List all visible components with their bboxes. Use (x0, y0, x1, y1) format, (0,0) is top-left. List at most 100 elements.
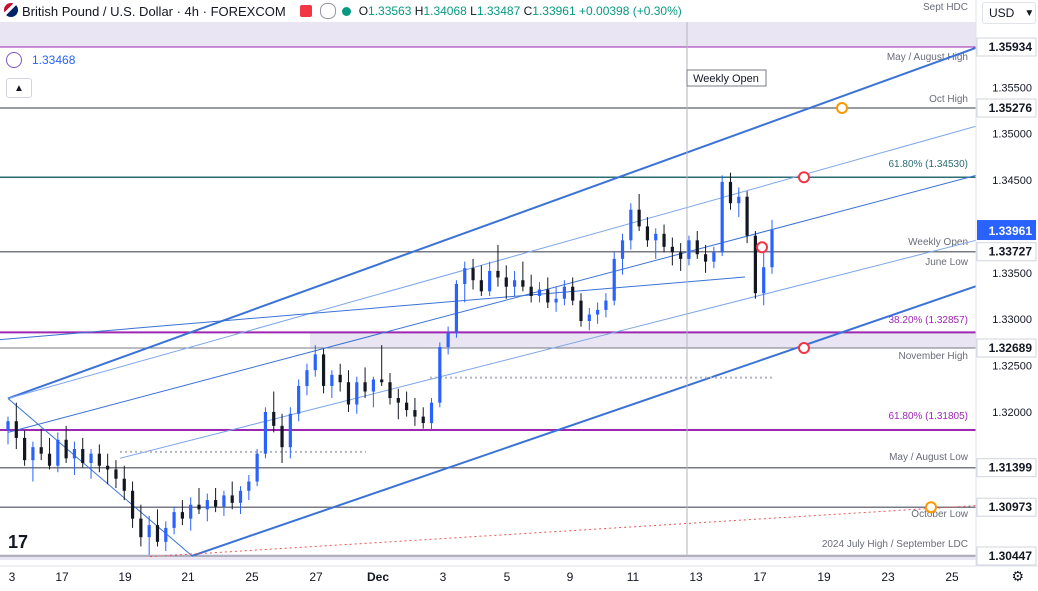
candle-body (737, 196, 741, 204)
level-label: May / August Low (889, 452, 969, 463)
candle (596, 302, 600, 324)
candle-body (429, 402, 434, 424)
candle (122, 465, 126, 501)
candle-body (305, 370, 309, 386)
candle (230, 481, 234, 510)
candle (471, 258, 475, 290)
candle-body (753, 235, 757, 294)
candle-body (172, 512, 176, 528)
candle-body (446, 333, 450, 348)
price-axis-label: 1.30447 (976, 546, 1037, 566)
level-label: 61.80% (1.34530) (888, 159, 968, 170)
candle-body (363, 382, 367, 392)
candle-body (546, 289, 550, 303)
high-value: 1.34068 (423, 4, 467, 18)
candle (479, 265, 483, 296)
november-high-band (310, 332, 976, 349)
candle (620, 233, 625, 275)
median-upper-line (7, 125, 977, 399)
candle (355, 376, 359, 414)
x-tick-label: 11 (627, 570, 640, 584)
candle-body (6, 421, 10, 431)
symbol-title[interactable]: British Pound / U.S. Dollar · 4h · FOREX… (22, 3, 286, 19)
candle-body (670, 246, 674, 253)
level-label: 61.80% (1.31805) (888, 411, 968, 422)
x-tick-label: 3 (440, 570, 447, 584)
candle (745, 191, 749, 244)
candle (47, 437, 52, 470)
candle-body (297, 385, 301, 414)
candle-body (504, 277, 508, 287)
candle-body (31, 447, 35, 461)
candle-body (728, 181, 733, 204)
candle (587, 308, 591, 331)
candle (496, 244, 500, 287)
candle (504, 265, 508, 299)
candle-body (421, 416, 425, 424)
chevron-down-icon: ▼ (1024, 7, 1035, 19)
candle-body (330, 374, 334, 386)
level-label: June Low (925, 257, 969, 268)
candle-body (147, 525, 151, 538)
candle-body (405, 402, 409, 411)
price-label-box (976, 37, 1037, 57)
candle (554, 286, 558, 312)
candle-body (346, 382, 351, 405)
candle-body (679, 252, 683, 259)
y-tick-label: 1.33500 (992, 268, 1032, 280)
candle (172, 506, 176, 535)
candle (446, 326, 450, 355)
indicator-legend[interactable]: 1.33468 (6, 52, 75, 68)
candle-body (413, 410, 417, 417)
candle-body (645, 226, 650, 241)
candle-body (272, 411, 276, 426)
level-label: Oct High (929, 94, 968, 105)
candle (155, 509, 160, 547)
currency-selector[interactable]: USD ▼ (982, 2, 1036, 24)
candle-body (554, 298, 558, 303)
level-marker (798, 342, 810, 355)
candle-body (114, 469, 118, 479)
candle (637, 193, 641, 232)
candle (338, 363, 342, 392)
candle-body (703, 254, 708, 262)
candle (330, 370, 334, 399)
level-label: 38.20% (1.32857) (888, 315, 968, 326)
high-label: H (414, 4, 424, 18)
candle-body (521, 280, 525, 287)
y-tick-label: 1.32500 (992, 361, 1032, 373)
candle-body (23, 437, 27, 461)
gbpusd-flag-icon (4, 3, 18, 17)
price-axis-label: 1.35934 (976, 37, 1037, 57)
tradingview-logo-icon[interactable]: 17 (8, 532, 29, 552)
candle-body (280, 425, 284, 448)
candle-body (695, 240, 699, 255)
retrace-line (7, 398, 193, 557)
gear-icon[interactable]: ⚙ (1011, 568, 1024, 584)
y-tick-label: 1.35000 (992, 129, 1032, 141)
candle-body (720, 181, 724, 253)
collapse-legend-button[interactable]: ▲ (6, 78, 32, 98)
candle (363, 367, 367, 399)
candle (205, 493, 209, 522)
candle (571, 277, 575, 306)
candle-body (471, 268, 475, 281)
currency-label: USD (989, 6, 1015, 20)
candle (6, 416, 10, 445)
candle (222, 490, 226, 516)
eye-icon[interactable] (319, 3, 336, 19)
candle (197, 488, 201, 514)
level-label: May / August High (887, 52, 968, 63)
price-label-box (976, 497, 1037, 517)
market-status-icon[interactable] (299, 5, 312, 17)
candle (703, 244, 708, 273)
price-label-text: 1.35276 (989, 101, 1033, 115)
candle-body (537, 289, 542, 296)
close-value: 1.33961 (532, 4, 576, 18)
candle (654, 228, 658, 259)
candle-body (662, 233, 666, 247)
level-marker (836, 102, 848, 115)
channel-upper-line (7, 46, 977, 400)
